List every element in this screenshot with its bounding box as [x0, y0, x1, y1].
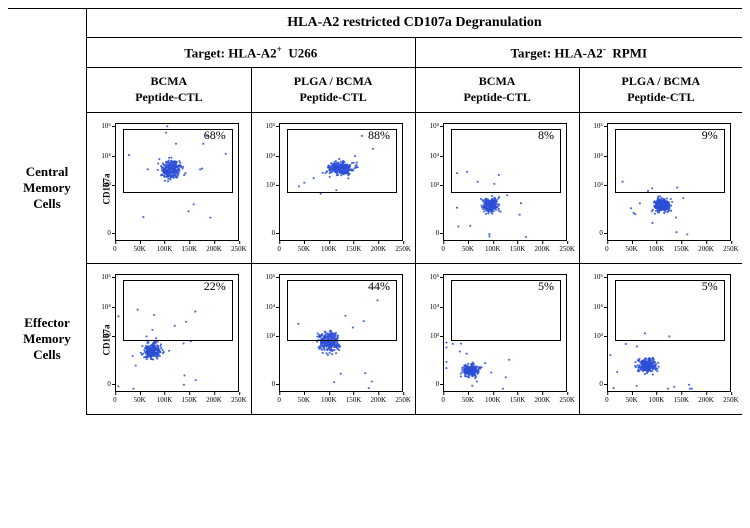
rowlabel-spacer — [8, 9, 86, 38]
scatter-plot: 44% 010³10⁴10⁵050K100K150K200K250K — [257, 270, 407, 410]
x-ticks: 050K100K150K200K250K — [279, 394, 403, 410]
col-header-1-line2: Peptide-CTL — [294, 90, 373, 106]
y-ticks: 010³10⁴10⁵ — [585, 123, 605, 241]
gate-percent-label: 5% — [538, 279, 554, 294]
scatter-plot: 5% 010³10⁴10⁵050K100K150K200K250K — [585, 270, 735, 410]
scatter-plot: 88% 010³10⁴10⁵050K100K150K200K250K — [257, 119, 407, 259]
figure-title-text: HLA-A2 restricted CD107a Degranulation — [287, 15, 541, 31]
plot-area: 9% — [607, 123, 731, 241]
gate-percent-label: 44% — [368, 279, 390, 294]
columns-left: BCMA Peptide-CTL PLGA / BCMA Peptide-CTL — [87, 68, 415, 111]
columns-container: BCMA Peptide-CTL PLGA / BCMA Peptide-CTL… — [86, 68, 742, 112]
x-ticks: 050K100K150K200K250K — [279, 243, 403, 259]
figure-panel: HLA-A2 restricted CD107a Degranulation T… — [8, 8, 742, 415]
y-ticks: 010³10⁴10⁵ — [421, 274, 441, 392]
scatter-plot: 9% 010³10⁴10⁵050K100K150K200K250K — [585, 119, 735, 259]
plot-half-left: CD107a68%010³10⁴10⁵050K100K150K200K250K8… — [87, 113, 415, 263]
target-left: Target: HLA-A2+ U266 — [87, 38, 415, 67]
col-header-0-line2: Peptide-CTL — [135, 90, 202, 106]
plot-area: 5% — [607, 274, 731, 392]
x-ticks: 050K100K150K200K250K — [607, 394, 731, 410]
gate-percent-label: 88% — [368, 128, 390, 143]
row-label: EffectorMemoryCells — [8, 264, 86, 415]
plot-cell: CD107a68%010³10⁴10⁵050K100K150K200K250K — [87, 113, 251, 263]
plot-cell: CD107a22%010³10⁴10⁵050K100K150K200K250K — [87, 264, 251, 414]
x-ticks: 050K100K150K200K250K — [443, 394, 567, 410]
gate-percent-label: 68% — [204, 128, 226, 143]
plot-cell: 9% 010³10⁴10⁵050K100K150K200K250K — [579, 113, 742, 263]
col-header-0-line1: BCMA — [135, 74, 202, 90]
plot-cell: 8% 010³10⁴10⁵050K100K150K200K250K — [416, 113, 579, 263]
gate-percent-label: 9% — [702, 128, 718, 143]
plot-row: CentralMemoryCellsCD107a68%010³10⁴10⁵050… — [8, 113, 742, 264]
x-ticks: 050K100K150K200K250K — [115, 243, 239, 259]
figure-title: HLA-A2 restricted CD107a Degranulation — [86, 9, 742, 38]
plot-area: 44% — [279, 274, 403, 392]
y-ticks: 010³10⁴10⁵ — [93, 274, 113, 392]
col-header-3: PLGA / BCMA Peptide-CTL — [579, 68, 742, 111]
header-targets-row: Target: HLA-A2+ U266 Target: HLA-A2- RPM… — [8, 38, 742, 68]
col-header-0: BCMA Peptide-CTL — [87, 68, 251, 111]
row-label: CentralMemoryCells — [8, 113, 86, 264]
plot-area: 5% — [443, 274, 567, 392]
header-main-row: HLA-A2 restricted CD107a Degranulation — [8, 9, 742, 38]
header-columns-row: BCMA Peptide-CTL PLGA / BCMA Peptide-CTL… — [8, 68, 742, 112]
gate-percent-label: 8% — [538, 128, 554, 143]
y-ticks: 010³10⁴10⁵ — [585, 274, 605, 392]
plot-cell: 5% 010³10⁴10⁵050K100K150K200K250K — [579, 264, 742, 414]
plot-area: 22% — [115, 274, 239, 392]
plot-area: 88% — [279, 123, 403, 241]
scatter-plot: 5% 010³10⁴10⁵050K100K150K200K250K — [421, 270, 571, 410]
scatter-plot: CD107a22%010³10⁴10⁵050K100K150K200K250K — [93, 270, 243, 410]
scatter-plot: CD107a68%010³10⁴10⁵050K100K150K200K250K — [93, 119, 243, 259]
plot-cell: 44% 010³10⁴10⁵050K100K150K200K250K — [251, 264, 415, 414]
col-header-3-line2: Peptide-CTL — [622, 90, 701, 106]
plot-area: 68% — [115, 123, 239, 241]
col-header-3-line1: PLGA / BCMA — [622, 74, 701, 90]
plot-cell: 5% 010³10⁴10⁵050K100K150K200K250K — [416, 264, 579, 414]
col-header-2-line1: BCMA — [463, 74, 530, 90]
y-ticks: 010³10⁴10⁵ — [93, 123, 113, 241]
plot-cell: 88% 010³10⁴10⁵050K100K150K200K250K — [251, 113, 415, 263]
plot-row-content: CD107a22%010³10⁴10⁵050K100K150K200K250K4… — [86, 264, 742, 415]
gate-percent-label: 22% — [204, 279, 226, 294]
target-right: Target: HLA-A2- RPMI — [415, 38, 743, 67]
columns-right: BCMA Peptide-CTL PLGA / BCMA Peptide-CTL — [415, 68, 743, 111]
target-right-label: Target: HLA-A2- RPMI — [510, 44, 647, 61]
scatter-plot: 8% 010³10⁴10⁵050K100K150K200K250K — [421, 119, 571, 259]
rowlabel-spacer — [8, 68, 86, 112]
plot-half-right: 5%010³10⁴10⁵050K100K150K200K250K5%010³10… — [415, 264, 743, 414]
y-ticks: 010³10⁴10⁵ — [421, 123, 441, 241]
target-left-label: Target: HLA-A2+ U266 — [184, 44, 317, 61]
col-header-2-line2: Peptide-CTL — [463, 90, 530, 106]
rowlabel-spacer — [8, 38, 86, 68]
plot-rows-container: CentralMemoryCellsCD107a68%010³10⁴10⁵050… — [8, 113, 742, 415]
plot-half-right: 8%010³10⁴10⁵050K100K150K200K250K9%010³10… — [415, 113, 743, 263]
x-ticks: 050K100K150K200K250K — [443, 243, 567, 259]
gate-percent-label: 5% — [702, 279, 718, 294]
col-header-1-line1: PLGA / BCMA — [294, 74, 373, 90]
col-header-2: BCMA Peptide-CTL — [416, 68, 579, 111]
y-ticks: 010³10⁴10⁵ — [257, 274, 277, 392]
plot-row-content: CD107a68%010³10⁴10⁵050K100K150K200K250K8… — [86, 113, 742, 264]
x-ticks: 050K100K150K200K250K — [115, 394, 239, 410]
plot-area: 8% — [443, 123, 567, 241]
plot-half-left: CD107a22%010³10⁴10⁵050K100K150K200K250K4… — [87, 264, 415, 414]
x-ticks: 050K100K150K200K250K — [607, 243, 731, 259]
col-header-1: PLGA / BCMA Peptide-CTL — [251, 68, 415, 111]
y-ticks: 010³10⁴10⁵ — [257, 123, 277, 241]
plot-row: EffectorMemoryCellsCD107a22%010³10⁴10⁵05… — [8, 264, 742, 415]
targets-container: Target: HLA-A2+ U266 Target: HLA-A2- RPM… — [86, 38, 742, 68]
